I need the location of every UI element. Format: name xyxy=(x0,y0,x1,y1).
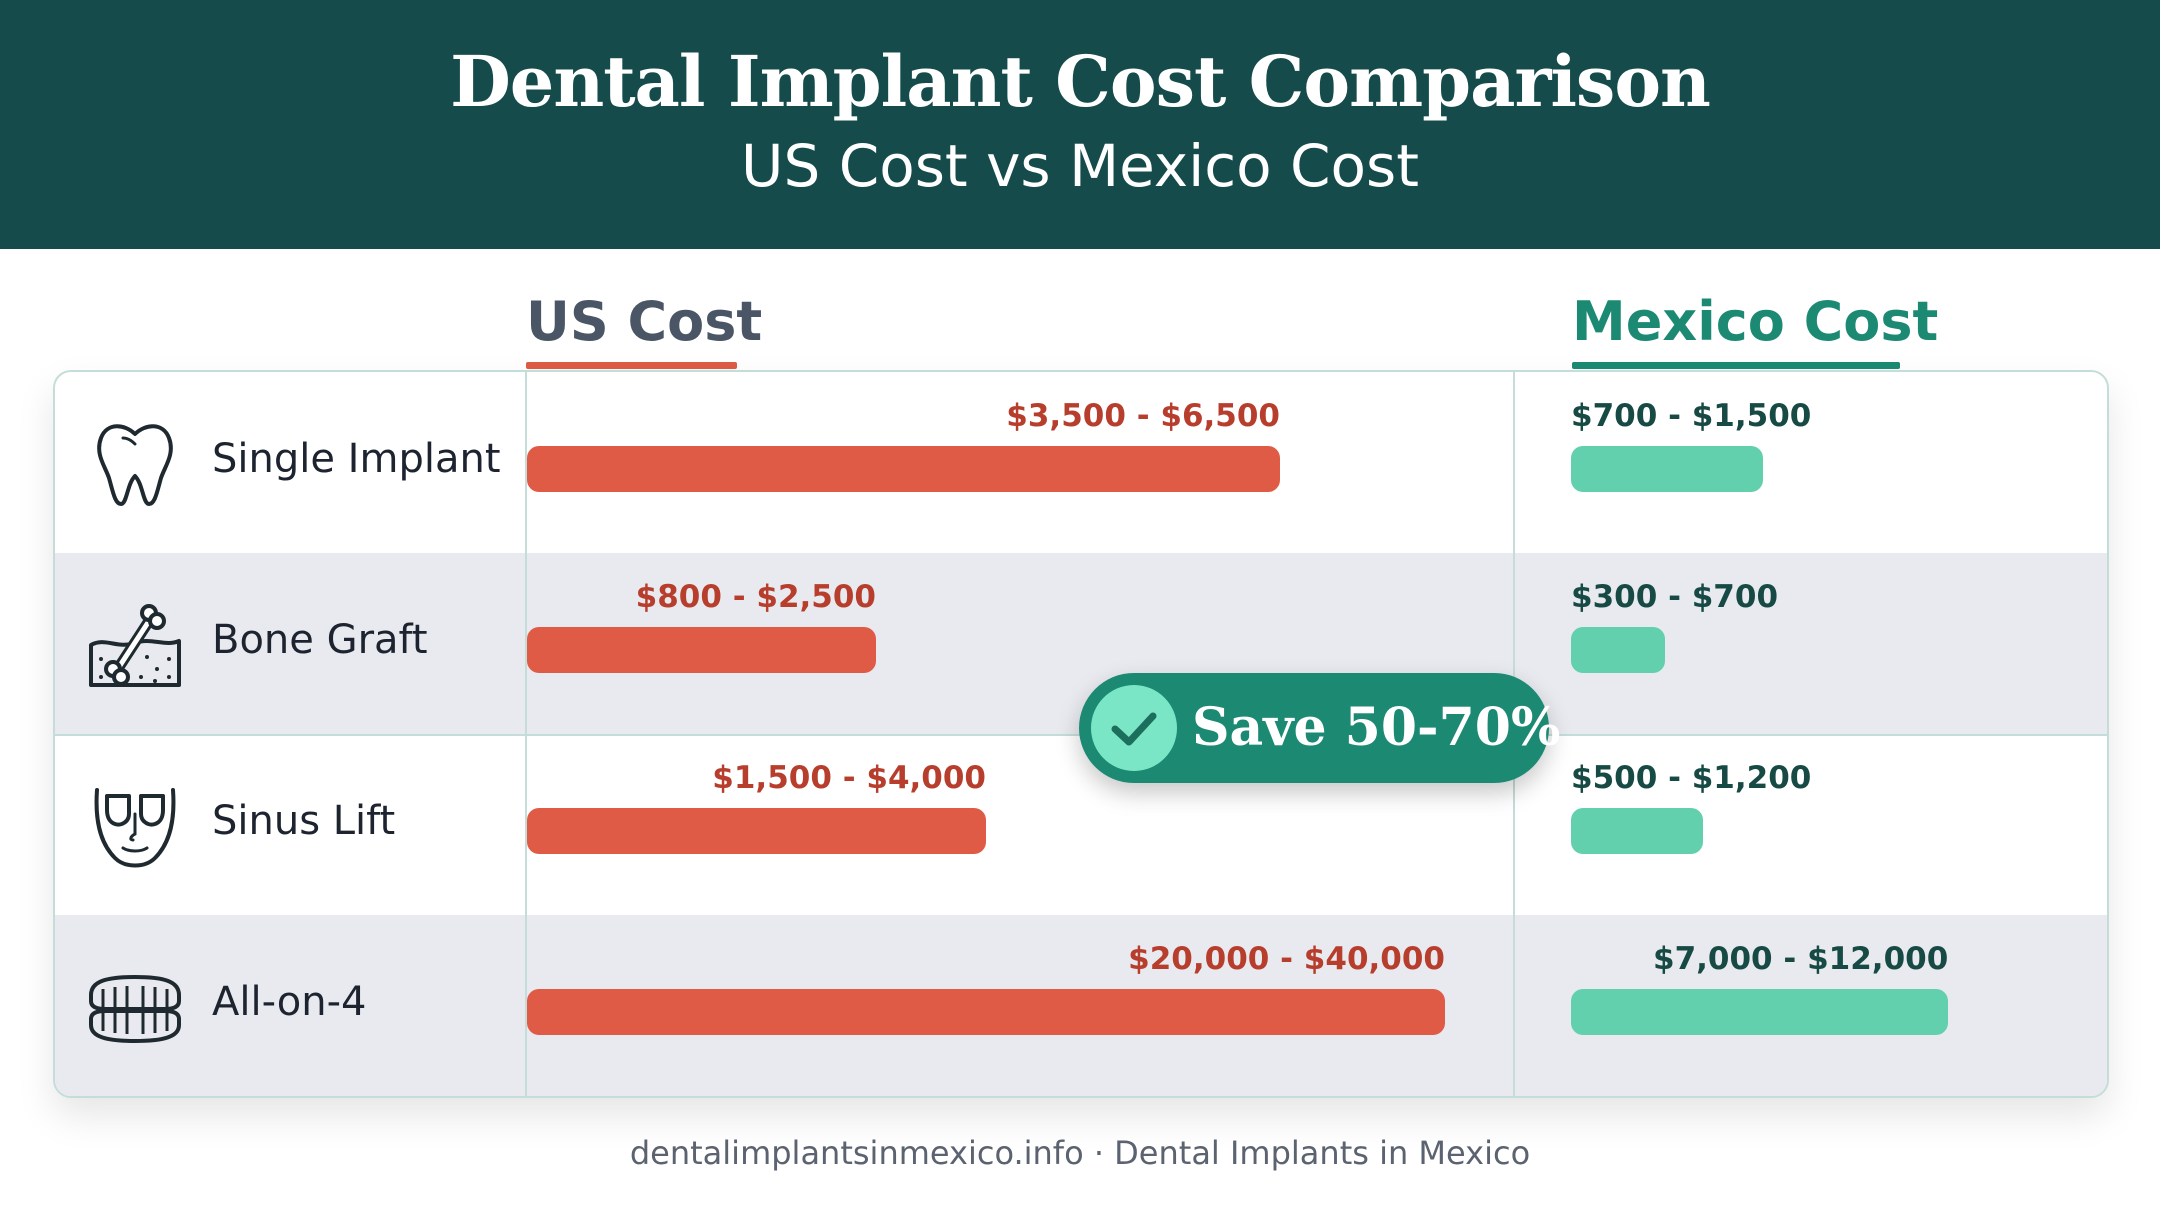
table-row: Single Implant $3,500 - $6,500 $700 - $1,… xyxy=(55,372,2107,555)
mexico-cost-bar xyxy=(1571,808,1703,854)
column-divider xyxy=(525,372,527,1096)
cost-table: Single Implant $3,500 - $6,500 $700 - $1,… xyxy=(53,370,2109,1098)
us-cost-label: $1,500 - $4,000 xyxy=(712,760,986,796)
row-label-bone-graft: Bone Graft xyxy=(212,617,428,663)
mexico-cost-label: $700 - $1,500 xyxy=(1571,398,1812,434)
us-cost-label: $3,500 - $6,500 xyxy=(1006,398,1280,434)
mexico-cost-label: $300 - $700 xyxy=(1571,579,1779,615)
check-icon xyxy=(1091,685,1177,771)
footer-credit: dentalimplantsinmexico.info · Dental Imp… xyxy=(629,1134,1531,1172)
sinus-face-icon xyxy=(85,778,185,874)
us-cost-label: $800 - $2,500 xyxy=(635,579,876,615)
us-cost-bar xyxy=(527,446,1280,492)
mexico-cost-bar xyxy=(1571,446,1763,492)
row-label-sinus-lift: Sinus Lift xyxy=(212,798,396,844)
mexico-column-underline xyxy=(1572,362,1900,369)
savings-badge: Save 50-70% xyxy=(1079,673,1560,783)
table-row: Sinus Lift $1,500 - $4,000 $500 - $1,200 xyxy=(55,734,2107,917)
mexico-cost-bar xyxy=(1571,989,1948,1035)
tooth-icon xyxy=(85,416,185,512)
us-column-underline xyxy=(526,362,737,369)
table-row: All-on-4 $20,000 - $40,000 $7,000 - $12,0… xyxy=(55,915,2107,1096)
us-cost-bar xyxy=(527,627,876,673)
savings-badge-text: Save 50-70% xyxy=(1192,697,1561,758)
us-column-header: US Cost xyxy=(526,290,763,353)
us-cost-bar xyxy=(527,808,986,854)
mexico-column-header: Mexico Cost xyxy=(1572,290,1939,353)
bone-graft-icon xyxy=(85,597,185,693)
row-label-single-implant: Single Implant xyxy=(212,436,501,482)
page-subtitle: US Cost vs Mexico Cost xyxy=(741,132,1419,200)
mexico-cost-bar xyxy=(1571,627,1665,673)
us-cost-label: $20,000 - $40,000 xyxy=(1128,941,1445,977)
page-title: Dental Implant Cost Comparison xyxy=(450,40,1711,123)
row-label-all-on-4: All-on-4 xyxy=(212,979,367,1025)
table-row: Bone Graft $800 - $2,500 $300 - $700 xyxy=(55,553,2107,736)
mexico-cost-label: $500 - $1,200 xyxy=(1571,760,1812,796)
header-banner: Dental Implant Cost Comparison US Cost v… xyxy=(0,0,2160,249)
mexico-cost-label: $7,000 - $12,000 xyxy=(1653,941,1949,977)
denture-icon xyxy=(85,959,185,1055)
us-cost-bar xyxy=(527,989,1445,1035)
